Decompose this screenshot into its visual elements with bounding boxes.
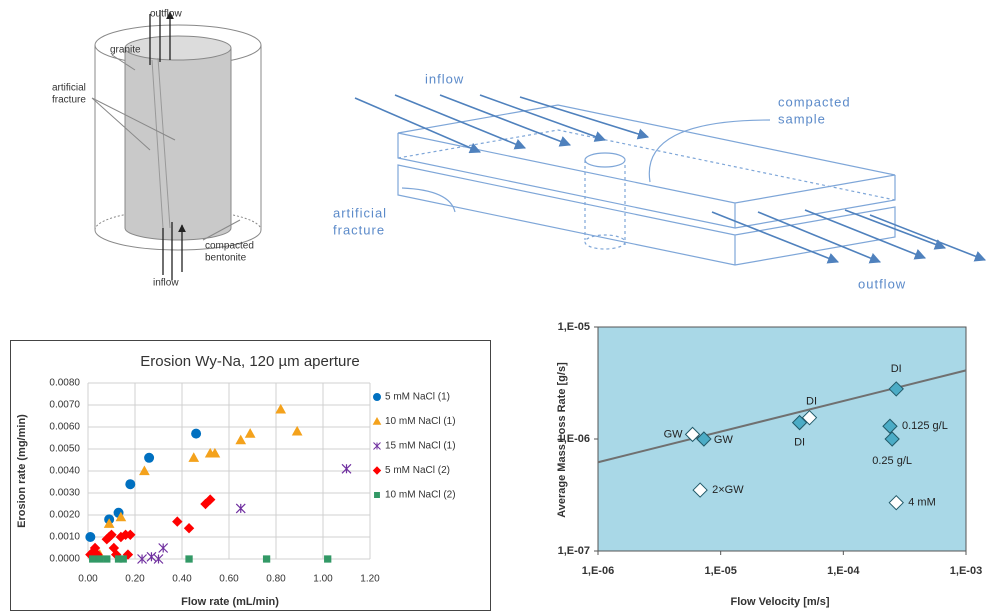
data-point <box>325 556 331 562</box>
data-point <box>263 556 269 562</box>
y-tick-label: 0.0060 <box>49 422 80 433</box>
y-tick-label: 1,E-07 <box>558 545 590 557</box>
point-label: DI <box>891 363 902 375</box>
data-point <box>192 429 201 438</box>
label: inflow <box>153 278 179 289</box>
label: outflow <box>150 9 182 20</box>
page: outflow granite artificial fracture comp… <box>0 0 996 612</box>
x-tick-label: 1.00 <box>313 574 333 585</box>
x-tick-label: 1,E-05 <box>704 565 736 577</box>
y-tick-label: 0.0030 <box>49 488 80 499</box>
y-tick-label: 1,E-05 <box>558 321 590 333</box>
legend-marker <box>374 394 381 401</box>
y-tick-label: 0.0070 <box>49 400 80 411</box>
label: bentonite <box>205 253 247 264</box>
plot-background <box>598 327 966 551</box>
label: artificial <box>52 83 86 94</box>
bottom-slab <box>398 165 895 265</box>
data-point <box>86 533 95 542</box>
x-tick-label: 0.80 <box>266 574 286 585</box>
data-point <box>104 556 110 562</box>
label: granite <box>110 45 141 56</box>
data-point <box>145 453 154 462</box>
x-tick-label: 0.00 <box>78 574 98 585</box>
point-label: 0.25 g/L <box>872 455 912 467</box>
point-label: DI <box>794 437 805 449</box>
point-label: 2×GW <box>712 484 744 496</box>
label: fracture <box>52 95 86 106</box>
label: sample <box>778 111 826 126</box>
inner-top <box>125 36 231 60</box>
data-point <box>90 556 96 562</box>
inflow-arrow <box>355 98 480 152</box>
legend-label: 5 mM NaCl (2) <box>385 465 450 476</box>
point-label: 0.125 g/L <box>902 420 948 432</box>
legend-label: 5 mM NaCl (1) <box>385 392 450 403</box>
inner-cylinder <box>125 48 231 240</box>
label: compacted <box>778 94 851 109</box>
x-tick-label: 0.20 <box>125 574 145 585</box>
sample-bottom <box>585 235 625 249</box>
label: outflow <box>858 276 906 291</box>
x-axis-label: Flow Velocity [m/s] <box>730 596 829 608</box>
point-label: GW <box>664 428 684 440</box>
y-tick-label: 0.0040 <box>49 466 80 477</box>
x-tick-label: 0.40 <box>172 574 192 585</box>
y-tick-label: 0.0000 <box>49 554 80 565</box>
point-label: DI <box>806 396 817 408</box>
y-axis-label: Erosion rate (mg/min) <box>16 414 28 528</box>
label: fracture <box>333 222 385 237</box>
point-label: GW <box>714 434 734 446</box>
x-tick-label: 1,E-04 <box>827 565 860 577</box>
figure: outflow granite artificial fracture comp… <box>0 0 996 612</box>
data-point <box>120 556 126 562</box>
x-tick-label: 1,E-06 <box>582 565 614 577</box>
x-tick-label: 1.20 <box>360 574 380 585</box>
legend-marker <box>375 493 380 498</box>
cylinder-diagram: outflow granite artificial fracture comp… <box>52 9 261 289</box>
y-tick-label: 0.0020 <box>49 510 80 521</box>
y-tick-label: 0.0080 <box>49 378 80 389</box>
legend-label: 10 mM NaCl (2) <box>385 490 456 501</box>
y-tick-label: 0.0010 <box>49 532 80 543</box>
legend-label: 15 mM NaCl (1) <box>385 441 456 452</box>
x-tick-label: 0.60 <box>219 574 239 585</box>
legend-label: 10 mM NaCl (1) <box>385 416 456 427</box>
y-axis-label: Average Mass Loss Rate [g/s] <box>556 362 568 518</box>
x-axis-label: Flow rate (mL/min) <box>181 596 279 608</box>
chart-title: Erosion Wy-Na, 120 µm aperture <box>140 353 359 370</box>
data-point <box>97 556 103 562</box>
label: artificial <box>333 205 387 220</box>
label: compacted <box>205 241 254 252</box>
point-label: 4 mM <box>908 497 936 509</box>
outflow-arrow <box>870 215 985 260</box>
sample-top <box>585 153 625 167</box>
label: inflow <box>425 71 464 86</box>
data-point <box>186 556 192 562</box>
y-tick-label: 0.0050 <box>49 444 80 455</box>
slab-diagram: inflow compacted sample artificial fract… <box>333 71 985 291</box>
data-point <box>126 480 135 489</box>
x-tick-label: 1,E-03 <box>950 565 982 577</box>
